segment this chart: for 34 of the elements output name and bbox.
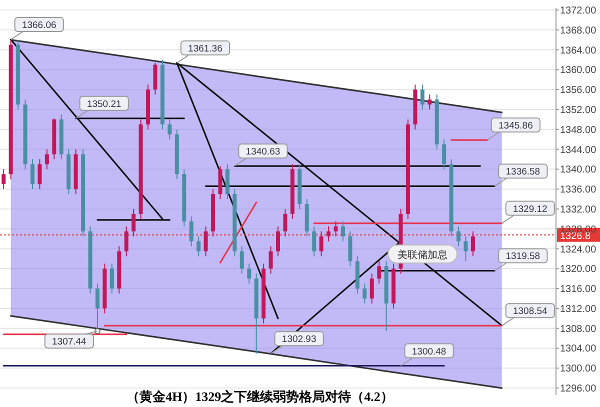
y-tick-label: 1372.00	[560, 5, 597, 16]
data-label: 1308.54	[512, 306, 548, 318]
y-tick-label: 1312.00	[560, 304, 597, 315]
y-tick-label: 1364.00	[560, 45, 597, 56]
y-tick-label: 1308.00	[560, 324, 597, 335]
y-tick-label: 1320.00	[560, 264, 597, 276]
data-label: 1336.58	[506, 166, 540, 178]
data-label: 1307.44	[52, 336, 86, 348]
data-label: 1345.86	[498, 120, 533, 132]
y-tick-label: 1304.00	[560, 344, 597, 355]
y-tick-label: 1368.00	[560, 25, 597, 36]
y-tick-label: 1332.00	[560, 204, 597, 216]
y-tick-label: 1296.00	[560, 384, 597, 395]
data-label: 1361.36	[188, 43, 222, 54]
y-tick-label: 1340.00	[560, 164, 597, 176]
y-tick-label: 1336.00	[560, 184, 597, 196]
y-tick-label: 1344.00	[560, 144, 597, 156]
y-tick-label: 1360.00	[560, 65, 597, 76]
data-label: 1329.12	[512, 204, 548, 215]
note: 美联储加息	[388, 244, 458, 264]
data-label: 1300.48	[412, 346, 446, 358]
data-label: 1340.63	[246, 146, 280, 158]
y-tick-label: 1348.00	[560, 124, 597, 136]
data-label: 1319.58	[506, 251, 540, 262]
y-tick-label: 1356.00	[560, 85, 597, 96]
data-label: 1302.93	[282, 334, 316, 346]
y-tick-label: 1352.00	[560, 104, 597, 116]
annotation: 美联储加息	[398, 249, 448, 261]
text: （黄金4H）1329之下继续弱势格局对待（4.2）	[126, 389, 394, 404]
data-label: 1350.21	[86, 98, 122, 110]
data-label: 1366.06	[22, 20, 56, 32]
y-tick-label: 1300.00	[560, 364, 597, 375]
y-tick-label: 1316.00	[560, 284, 597, 296]
y-tick-label: 1324.00	[560, 244, 597, 256]
